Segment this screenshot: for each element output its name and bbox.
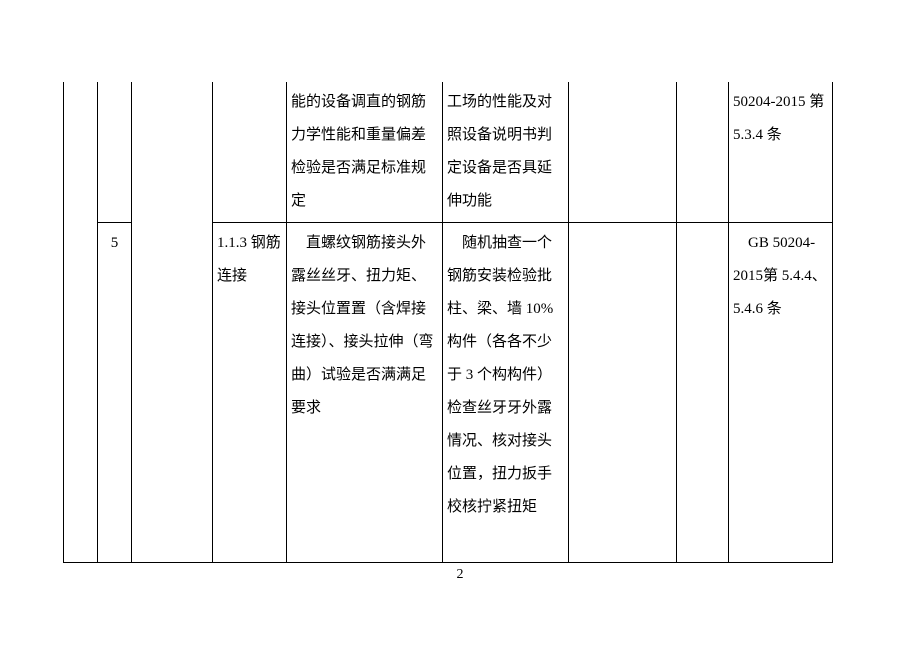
document-page: 能的设备调直的钢筋力学性能和重量偏差检验是否满足标准规定 工场的性能及对照设备说…	[0, 0, 920, 651]
cell-g2	[569, 223, 677, 563]
cell-e1: 能的设备调直的钢筋力学性能和重量偏差检验是否满足标准规定	[287, 82, 443, 223]
table-row: 能的设备调直的钢筋力学性能和重量偏差检验是否满足标准规定 工场的性能及对照设备说…	[64, 82, 833, 223]
cell-d2: 1.1.3 钢筋连接	[213, 223, 287, 563]
cell-f2: 随机抽查一个钢筋安装检验批柱、梁、墙 10%构件（各各不少于 3 个构构件）检查…	[443, 223, 569, 563]
cell-i1: 50204-2015 第5.3.4 条	[729, 82, 833, 223]
cell-h1	[677, 82, 729, 223]
spec-table: 能的设备调直的钢筋力学性能和重量偏差检验是否满足标准规定 工场的性能及对照设备说…	[63, 82, 833, 563]
cell-d1	[213, 82, 287, 223]
cell-h2	[677, 223, 729, 563]
cell-a1	[64, 82, 98, 563]
cell-b2: 5	[98, 223, 132, 563]
cell-c1	[132, 82, 213, 563]
cell-e2: 直螺纹钢筋接头外露丝丝牙、扭力矩、接头位置置（含焊接连接）、接头拉伸（弯曲）试验…	[287, 223, 443, 563]
cell-g1	[569, 82, 677, 223]
cell-f1: 工场的性能及对照设备说明书判定设备是否具延伸功能	[443, 82, 569, 223]
cell-i2: GB 50204-2015第 5.4.4、5.4.6 条	[729, 223, 833, 563]
page-number: 2	[0, 567, 920, 583]
cell-b1	[98, 82, 132, 223]
